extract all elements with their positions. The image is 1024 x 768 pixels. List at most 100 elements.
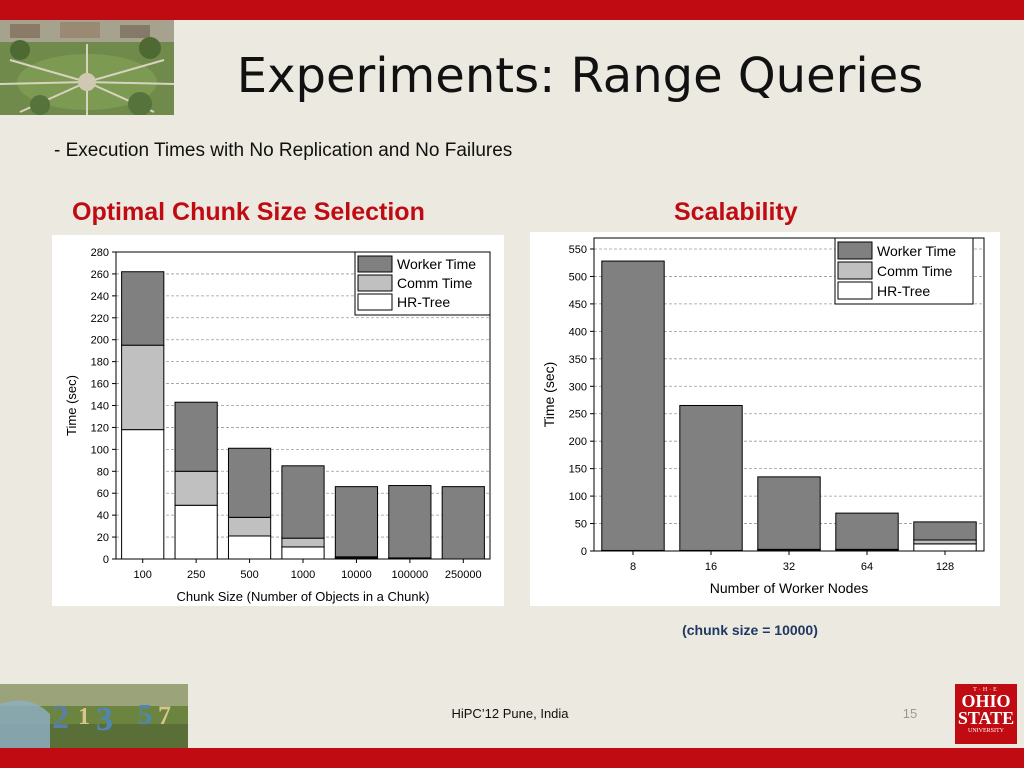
chunk-chart-xtick-label: 10000 (341, 569, 372, 581)
chunk-chart-ylabel: Time (sec) (64, 375, 79, 436)
top-accent-bar (0, 0, 1024, 20)
chunk-chart-bar-comm-time-100 (121, 344, 165, 431)
left-chart-heading: Optimal Chunk Size Selection (72, 198, 425, 226)
chunk-chart-xtick-label: 100000 (391, 569, 428, 581)
scale-chart-legend-label: HR-Tree (877, 283, 930, 299)
scale-chart-legend-swatch (837, 261, 873, 280)
chunk-chart-ytick-label: 200 (91, 335, 109, 347)
svg-text:5: 5 (138, 700, 152, 731)
scale-chart-legend-swatch (837, 241, 873, 260)
scale-chart-xtick-label: 16 (705, 561, 717, 573)
chunk-chart-ytick-label: 280 (91, 247, 109, 259)
chunk-chart-bar-comm-time-250 (174, 470, 218, 506)
chunk-chart-xtick-label: 100 (134, 569, 152, 581)
chunk-chart-xtick-label: 500 (240, 569, 258, 581)
svg-text:1: 1 (78, 704, 90, 730)
chunk-chart-xtick-label: 1000 (291, 569, 315, 581)
slide-subtitle: - Execution Times with No Replication an… (54, 140, 513, 161)
chunk-chart-bar-worker-time-100000 (388, 485, 432, 559)
numbers-sculpture-photo: 2 1 3 5 7 (0, 684, 188, 748)
logo-line-2b: STATE (957, 708, 1015, 728)
chunk-chart-ytick-label: 240 (91, 291, 109, 303)
scale-chart-ylabel: Time (sec) (541, 362, 557, 428)
scale-chart-bar-comm-time-128 (913, 539, 977, 545)
chunk-chart-ytick-label: 160 (91, 379, 109, 391)
logo-line-2a: OHIO (961, 691, 1011, 711)
chunk-chart-ytick-label: 180 (91, 357, 109, 369)
scalability-chart-svg: 0 50 100 150 200 250 300 350 400 450 500 550 8 16 32 64… (541, 237, 985, 596)
scale-chart-ytick-label: 50 (575, 519, 587, 531)
chunk-chart-ytick-label: 120 (91, 422, 109, 434)
chunk-chart-bar-comm-time-500 (227, 516, 272, 537)
scale-chart-xtick-label: 8 (630, 561, 636, 573)
chunk-chart-bar-worker-time-250000 (441, 486, 485, 560)
scale-chart-bar-worker-time-64 (835, 512, 899, 550)
chunk-chart-xlabel: Chunk Size (Number of Objects in a Chunk… (177, 589, 430, 604)
chunk-chart-ytick-label: 80 (97, 466, 109, 478)
scale-chart-plot-frame (593, 237, 985, 552)
chunk-chart-legend-label: Worker Time (397, 256, 476, 272)
chunk-chart-xtick-label: 250 (187, 569, 205, 581)
chunk-chart-legend-label: Comm Time (397, 275, 473, 291)
chunk-chart-ytick-label: 220 (91, 313, 109, 325)
right-chart-heading: Scalability (674, 198, 798, 226)
scale-chart-xlabel: Number of Worker Nodes (710, 580, 868, 596)
chunk-chart-bar-worker-time-1000 (281, 465, 325, 539)
footer-text: HiPC’12 Pune, India (451, 706, 569, 721)
chunk-chart-bar-worker-time-500 (227, 447, 272, 518)
chunk-chart-ytick-label: 20 (97, 532, 109, 544)
svg-text:7: 7 (158, 701, 171, 730)
logo-line-3: UNIVERSITY (968, 728, 1004, 734)
bottom-accent-bar (0, 748, 1024, 768)
chunk-chart-legend-label: HR-Tree (397, 294, 450, 310)
scale-chart-legend-label: Worker Time (877, 243, 956, 259)
chunk-chart-bar-worker-time-100 (121, 271, 165, 346)
scale-chart-ytick-label: 300 (569, 381, 587, 393)
scale-chart-bar-hr-tree-128 (913, 543, 977, 552)
scale-chart-legend-swatch (837, 281, 873, 300)
chunk-chart-ytick-label: 140 (91, 401, 109, 413)
scale-chart-xtick-label: 64 (861, 561, 873, 573)
chunk-chart-bar-hr-tree-100 (121, 429, 165, 560)
chunk-size-note: (chunk size = 10000) (682, 622, 818, 638)
scale-chart-xtick-label: 32 (783, 561, 795, 573)
scale-chart-ytick-label: 500 (569, 271, 587, 283)
scale-chart-xtick-label: 128 (936, 561, 954, 573)
chunk-size-chart-svg: 0 20 40 60 80 100 120 140 160 180 200 220 240 260 280 1… (64, 247, 491, 604)
chunk-chart-ytick-label: 40 (97, 510, 109, 522)
chunk-chart-legend-swatch (357, 255, 393, 273)
scale-chart-ytick-label: 550 (569, 244, 587, 256)
logo-line-1: T·H·E (973, 687, 999, 693)
svg-text:3: 3 (96, 701, 113, 738)
scale-chart-bar-worker-time-128 (913, 521, 977, 541)
chunk-chart-xtick-label: 250000 (445, 569, 482, 581)
chunk-chart-ytick-label: 260 (91, 269, 109, 281)
chunk-chart-bar-worker-time-10000 (334, 486, 379, 558)
chunk-chart-bar-hr-tree-500 (227, 535, 272, 560)
scale-chart-ytick-label: 250 (569, 409, 587, 421)
scale-chart-ytick-label: 100 (569, 491, 587, 503)
scale-chart-ytick-label: 350 (569, 354, 587, 366)
campus-photo (0, 20, 174, 115)
chunk-chart-bar-comm-time-1000 (281, 537, 325, 548)
chunk-chart-bar-hr-tree-250 (174, 504, 218, 560)
scale-chart-bar-worker-time-8 (601, 260, 665, 551)
slide-title: Experiments: Range Queries (236, 48, 924, 104)
scale-chart-legend-label: Comm Time (877, 263, 953, 279)
svg-text:2: 2 (52, 699, 69, 736)
page-number: 15 (902, 706, 918, 721)
scalability-chart: 0 50 100 150 200 250 300 350 400 450 500 550 8 16 32 64… (530, 232, 1000, 606)
scale-chart-ytick-label: 450 (569, 299, 587, 311)
chunk-chart-ytick-label: 0 (103, 554, 109, 566)
scale-chart-ytick-label: 150 (569, 464, 587, 476)
chunk-size-chart: 0 20 40 60 80 100 120 140 160 180 200 220 240 260 280 1… (52, 235, 504, 606)
scale-chart-bar-worker-time-32 (757, 476, 821, 550)
chunk-chart-ytick-label: 60 (97, 488, 109, 500)
scale-chart-ytick-label: 400 (569, 326, 587, 338)
chunk-chart-bar-worker-time-250 (174, 401, 218, 472)
scale-chart-bar-worker-time-16 (679, 404, 743, 551)
ohio-state-logo: T·H·E OHIO STATE UNIVERSITY (955, 684, 1017, 744)
scale-chart-ytick-label: 0 (581, 546, 587, 558)
scale-chart-ytick-label: 200 (569, 436, 587, 448)
chunk-chart-ytick-label: 100 (91, 444, 109, 456)
